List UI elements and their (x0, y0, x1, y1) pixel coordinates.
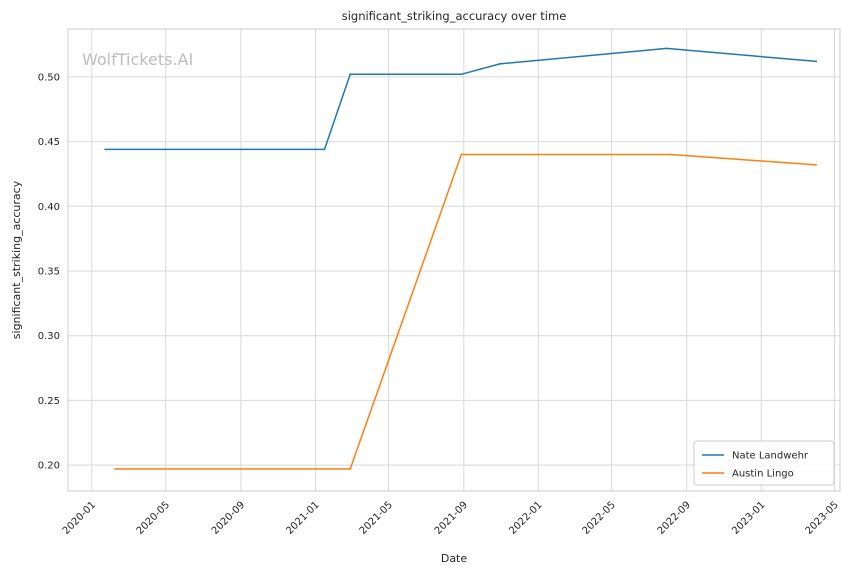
y-tick-label: 0.50 (38, 72, 60, 83)
data-point (669, 153, 672, 156)
data-point (349, 73, 352, 76)
legend-label: Austin Lingo (732, 469, 794, 480)
x-axis-label: Date (441, 552, 468, 565)
data-point (460, 153, 463, 156)
data-point (104, 148, 107, 151)
data-point (323, 148, 326, 151)
y-tick-label: 0.40 (38, 202, 60, 213)
data-point (349, 468, 352, 470)
y-axis-ticks: 0.20 0.25 0.30 0.35 0.40 0.45 0.50 (38, 72, 60, 471)
legend: Nate Landwehr Austin Lingo (693, 440, 835, 486)
series-lines (104, 47, 818, 470)
legend-box (693, 440, 835, 486)
y-axis-label: significant_striking_accuracy (10, 180, 23, 339)
data-point (498, 63, 501, 65)
data-point (815, 60, 818, 63)
grid-lines (68, 29, 840, 491)
data-point (815, 163, 818, 166)
y-tick-label: 0.45 (38, 137, 60, 148)
chart-title: significant_striking_accuracy over time (342, 9, 567, 23)
y-tick-label: 0.35 (38, 267, 60, 278)
y-tick-label: 0.20 (38, 461, 60, 472)
plot-frame (67, 28, 841, 492)
data-point (665, 47, 668, 50)
legend-label: Nate Landwehr (732, 451, 809, 462)
data-point (460, 73, 463, 76)
y-tick-label: 0.25 (38, 396, 60, 407)
data-point (114, 468, 116, 470)
y-tick-label: 0.30 (38, 331, 60, 342)
watermark-text: WolfTickets.AI (82, 50, 193, 69)
